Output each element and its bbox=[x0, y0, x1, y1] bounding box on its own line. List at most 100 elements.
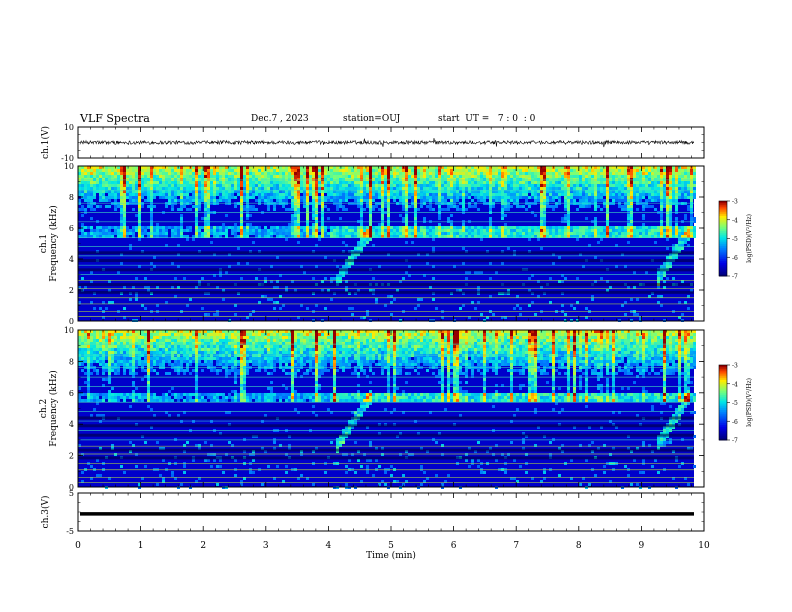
ch1-spectrogram-cell bbox=[360, 196, 363, 199]
ch1-spectrogram-cell bbox=[303, 181, 306, 184]
ch1-spectrogram-cell bbox=[369, 208, 372, 211]
ch1-spectrogram-cell bbox=[129, 244, 132, 247]
ch1-spectrogram-cell bbox=[633, 226, 636, 229]
ch1-spectrogram-cell bbox=[579, 184, 582, 187]
ch1-spectrogram-cell bbox=[225, 190, 228, 193]
ch1-spectrogram-cell bbox=[471, 169, 474, 172]
ch1-spectrogram-cell bbox=[471, 232, 474, 235]
ch1-spectrogram-cell bbox=[312, 169, 315, 172]
ch1-spectrogram-cell bbox=[585, 316, 588, 319]
ch1-spectrogram-cell bbox=[663, 229, 666, 232]
ch1-spectrogram-cell bbox=[384, 172, 387, 175]
ch2-spectrogram-cell bbox=[108, 381, 111, 384]
ch1-spectrogram-cell bbox=[360, 190, 363, 193]
ch1-spectrogram-cell bbox=[393, 181, 396, 184]
ch1-spectrogram-cell bbox=[528, 169, 531, 172]
ch1-spectrogram-cell bbox=[378, 193, 381, 196]
ch1-spectrogram-cell bbox=[105, 172, 108, 175]
ch1-spectrogram-cell bbox=[660, 172, 663, 175]
ch1-spectrogram-cell bbox=[180, 229, 183, 232]
ch1-spectrogram-cell bbox=[201, 232, 204, 235]
ch1-spectrogram-cell bbox=[600, 229, 603, 232]
ch1-spectrogram-cell bbox=[180, 223, 183, 226]
ch1-spectrogram-cell bbox=[678, 190, 681, 193]
ch1-spectrogram-cell bbox=[81, 277, 84, 280]
ch1-spectrogram-cell bbox=[573, 235, 576, 238]
ch2-spectrogram-cell bbox=[84, 330, 87, 333]
ch1-spectrogram-cell bbox=[99, 190, 102, 193]
ch1-spectrogram-cell bbox=[348, 229, 351, 232]
ch1-spectrogram-cell bbox=[477, 172, 480, 175]
ch1-spectrogram-cell bbox=[645, 205, 648, 208]
ch1-spectrogram-cell bbox=[387, 232, 390, 235]
ch1-spectrogram-cell bbox=[120, 166, 123, 169]
ch1-spectrogram-cell bbox=[288, 187, 291, 190]
ch1-spectrogram-cell bbox=[600, 193, 603, 196]
ch1-spectrogram-cell bbox=[477, 232, 480, 235]
ch1-spectrogram-cell bbox=[234, 172, 237, 175]
ch1-spectrogram-cell bbox=[138, 175, 141, 178]
ch1-spectrogram-cell bbox=[183, 196, 186, 199]
ch2-spectrogram-cell bbox=[87, 378, 90, 381]
ch1-spectrogram-cell bbox=[507, 208, 510, 211]
ch1-spectrogram-cell bbox=[570, 304, 573, 307]
ch1-spectrogram-cell bbox=[528, 187, 531, 190]
ch1-spectrogram-cell bbox=[93, 187, 96, 190]
ch1-spectrogram-cell bbox=[324, 184, 327, 187]
ch1-spectrogram-cell bbox=[459, 232, 462, 235]
ch1-spectrogram-cell bbox=[258, 196, 261, 199]
ch1-spectrogram-cell bbox=[435, 175, 438, 178]
ch1-spectrogram-cell bbox=[405, 208, 408, 211]
ch1-spectrogram-cell bbox=[264, 196, 267, 199]
ch1-spectrogram-cell bbox=[429, 235, 432, 238]
ch1-spectrogram-cell bbox=[147, 226, 150, 229]
ch1-spectrogram-cell bbox=[447, 193, 450, 196]
ch1-spectrogram-cell bbox=[414, 205, 417, 208]
ch1-spectrogram-cell bbox=[594, 169, 597, 172]
ch2-spectrogram-cell bbox=[123, 348, 126, 351]
ch1-spectrogram-cell bbox=[303, 169, 306, 172]
ch2-spectrogram-cell bbox=[93, 360, 96, 363]
ch1-spectrogram-cell bbox=[186, 190, 189, 193]
ch1-spectrogram-cell bbox=[306, 199, 309, 202]
ch1-spectrogram-cell bbox=[207, 232, 210, 235]
ch1-spectrogram-cell bbox=[306, 169, 309, 172]
ch2-spectrogram-cell bbox=[93, 336, 96, 339]
ch1-spectrogram-cell bbox=[171, 205, 174, 208]
ch1-spectrogram-cell bbox=[261, 295, 264, 298]
ch1-spectrogram-cell bbox=[687, 175, 690, 178]
ch1-spectrogram-cell bbox=[156, 184, 159, 187]
ch1-spectrogram-cell bbox=[612, 196, 615, 199]
ch1-spectrogram-cell bbox=[282, 193, 285, 196]
ch1-spectrogram-colorbar-label: log(PSD)(V²/Hz) bbox=[746, 214, 753, 263]
ch1-spectrogram-cell bbox=[624, 178, 627, 181]
ch1-spectrogram-cell bbox=[675, 223, 678, 226]
ch1-spectrogram-cell bbox=[504, 205, 507, 208]
ch1-spectrogram-cell bbox=[120, 169, 123, 172]
ch1-spectrogram-cell bbox=[108, 190, 111, 193]
ch1-spectrogram-cell bbox=[204, 178, 207, 181]
ch1-spectrogram-cell bbox=[174, 169, 177, 172]
ch1-spectrogram-cell bbox=[147, 190, 150, 193]
ch1-spectrogram-cell bbox=[663, 286, 666, 289]
ch1-spectrogram-cell bbox=[354, 184, 357, 187]
ch1-spectrogram-cell bbox=[414, 199, 417, 202]
ch1-spectrogram-cell bbox=[504, 172, 507, 175]
ch1-spectrogram-cell bbox=[222, 223, 225, 226]
ch1-spectrogram-cell bbox=[570, 187, 573, 190]
ch1-spectrogram-cell bbox=[405, 181, 408, 184]
ch1-spectrogram-cell bbox=[654, 166, 657, 169]
ch1-spectrogram-cell bbox=[549, 172, 552, 175]
ch1-spectrogram-cell bbox=[651, 196, 654, 199]
ch1-spectrogram-cell bbox=[576, 277, 579, 280]
ch1-spectrogram-cell bbox=[201, 175, 204, 178]
ch1-spectrogram-cell bbox=[468, 178, 471, 181]
ch1-spectrogram-cell bbox=[270, 172, 273, 175]
ch1-spectrogram-cell bbox=[651, 199, 654, 202]
ch1-spectrogram-cell bbox=[270, 298, 273, 301]
ch1-spectrogram-cell bbox=[333, 187, 336, 190]
ch1-spectrogram-cell bbox=[246, 223, 249, 226]
ch1-spectrogram-cell bbox=[588, 178, 591, 181]
ch1-spectrogram-cell bbox=[78, 181, 81, 184]
ch1-spectrogram-cell bbox=[537, 190, 540, 193]
